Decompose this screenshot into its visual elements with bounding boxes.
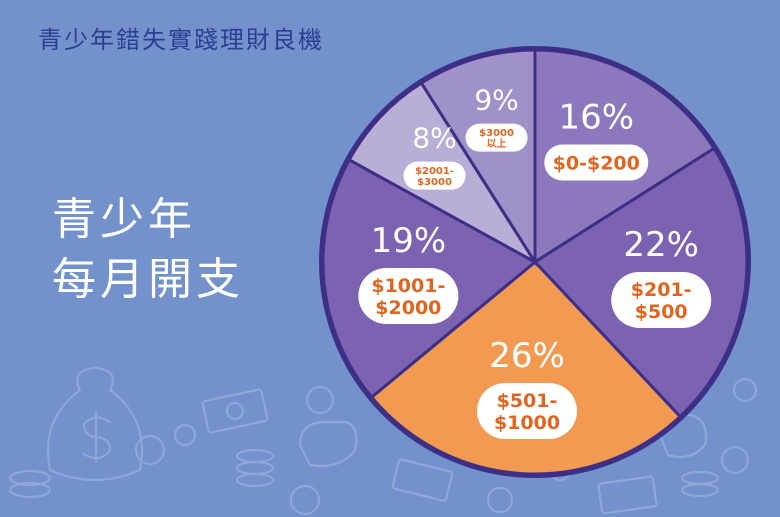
slice-range-label: $2000 <box>375 297 441 319</box>
slice-percent-label: 26% <box>489 336 565 376</box>
slice-percent-label: 8% <box>412 122 456 155</box>
slice-range-label: $1001- <box>371 275 445 297</box>
slice-range-label: $500 <box>635 301 688 323</box>
slice-range-label: $1000 <box>494 412 560 434</box>
slice-percent-label: 16% <box>558 98 634 138</box>
slice-range-label: $3000 <box>417 177 452 188</box>
slice-range-label: $201- <box>631 279 692 301</box>
slice-percent-label: 19% <box>371 221 447 261</box>
slice-range-label: 以上 <box>487 137 507 150</box>
slice-range-label: $0-$200 <box>553 153 640 175</box>
slice-range-label: $2001- <box>415 166 454 177</box>
slice-percent-label: 22% <box>623 225 699 265</box>
slice-range-label: $501- <box>497 390 558 412</box>
slice-percent-label: 9% <box>474 84 518 117</box>
slice-range-label: $3000 <box>479 128 514 139</box>
